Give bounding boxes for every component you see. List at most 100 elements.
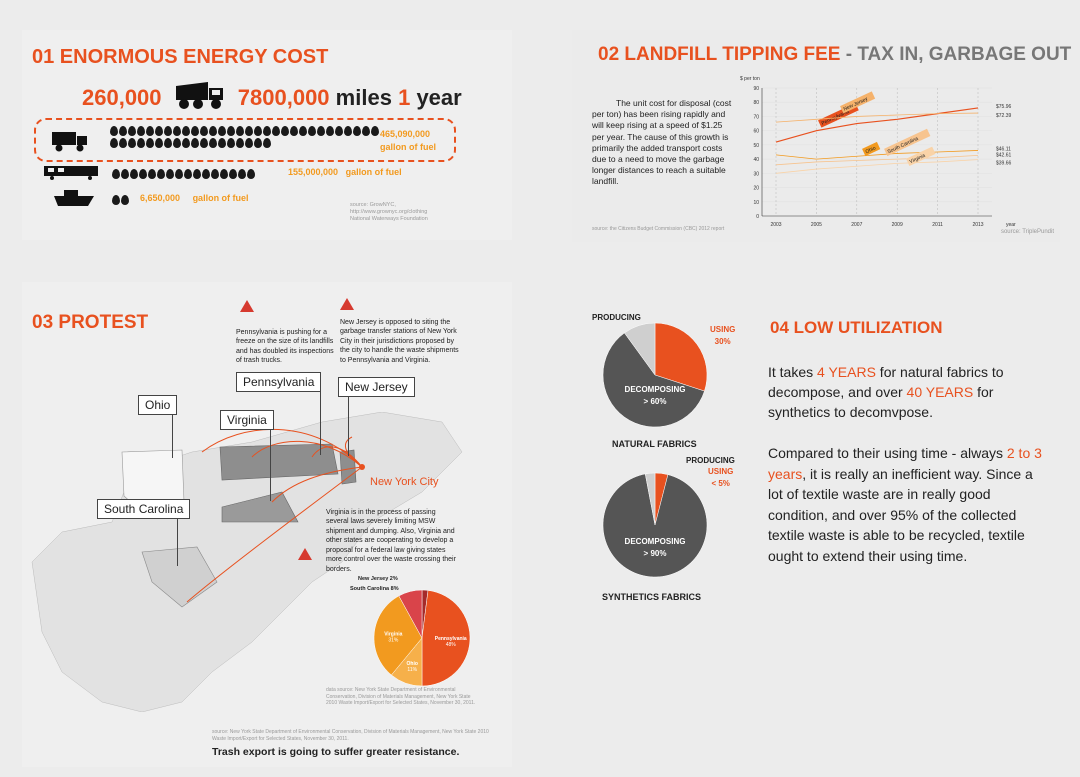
fuel-drop-icon xyxy=(236,126,244,136)
fuel-drop-icon xyxy=(155,126,163,136)
ship-icon xyxy=(54,190,94,206)
fuel-drop-icon xyxy=(121,169,129,179)
series-tag: Ohio xyxy=(862,141,881,157)
truck-count: 260,000 xyxy=(82,84,162,110)
miles-unit: miles xyxy=(335,84,392,110)
x-tick-label: 2003 xyxy=(770,222,781,228)
tipping-fee-source: source: the Citizens Budget Commission (… xyxy=(592,226,725,232)
pie-slice-label: Pennsylvania xyxy=(435,636,467,642)
ship-fuel-unit: gallon of fuel xyxy=(192,193,249,203)
pie-slice-label: Virginia xyxy=(384,631,402,637)
end-value-label: $46.11 xyxy=(996,146,1011,152)
pie-slice-label: Ohio xyxy=(407,661,418,667)
x-axis-label: year xyxy=(1006,222,1016,228)
train-fuel: 155,000,000 gallon of fuel xyxy=(288,167,402,177)
pie-slice-pct: 11% xyxy=(407,667,417,673)
x-tick-label: 2005 xyxy=(811,222,822,228)
pennsylvania-region xyxy=(219,443,339,481)
map-source: source: New York State Department of Env… xyxy=(212,729,489,742)
p1-part-c: for natural fabrics to decompose, and ov… xyxy=(768,364,1004,400)
fuel-drop-icon xyxy=(119,138,127,148)
conclusion: Trash export is going to suffer greater … xyxy=(212,746,460,758)
pie-slice-pct: 31% xyxy=(388,637,399,643)
miles-value: 7800,000 xyxy=(237,84,330,110)
label-ohio: Ohio xyxy=(138,395,178,415)
fuel-drop-icon xyxy=(353,126,361,136)
fuel-drop-icon xyxy=(229,169,237,179)
utilization-paragraph-1: It takes 4 YEARS for natural fabrics to … xyxy=(768,362,1038,422)
x-tick-label: 2011 xyxy=(932,222,943,228)
pie-slice xyxy=(421,590,471,687)
series-tag-bg xyxy=(862,141,881,157)
y-tick-label: 90 xyxy=(753,86,759,92)
truck-fuel: 465,090,000 gallon of fuel xyxy=(380,128,436,154)
natural-decomp-pct: > 60% xyxy=(643,397,667,406)
fuel-drop-icon xyxy=(184,169,192,179)
fuel-drop-icon xyxy=(164,126,172,136)
fuel-drop-icon xyxy=(128,126,136,136)
natural-fabrics-label: NATURAL FABRICS xyxy=(612,439,697,449)
natural-decomp-label: DECOMPOSING xyxy=(624,385,686,394)
fuel-drop-icon xyxy=(173,138,181,148)
virginia-region xyxy=(221,491,299,523)
pie-slice xyxy=(398,589,423,639)
synthetic-using: USING < 5% xyxy=(708,466,733,490)
pie-slice xyxy=(602,473,708,578)
year-number: 1 xyxy=(398,84,411,110)
fuel-drop-icon xyxy=(326,126,334,136)
title-main: 02 LANDFILL TIPPING FEE xyxy=(598,44,841,65)
fuel-drop-icon xyxy=(130,169,138,179)
truck-fuel-value: 465,090,000 xyxy=(380,129,431,139)
fuel-drop-icon xyxy=(263,126,271,136)
synthetic-fabrics-pie xyxy=(602,472,708,578)
fuel-drop-icon xyxy=(236,138,244,148)
fuel-drop-icon xyxy=(299,126,307,136)
fuel-drop-icon xyxy=(200,126,208,136)
fuel-drop-icon xyxy=(335,126,343,136)
note-virginia: Virginia is in the process of passing se… xyxy=(326,509,456,573)
pie-slice xyxy=(602,332,705,428)
pin-virginia xyxy=(270,429,271,501)
fuel-drop-icon xyxy=(371,126,379,136)
tipping-fee-chart: $ per ton 0 10 20 30 40 50 60 70 80 90 2003 2005 2007… xyxy=(740,76,1016,228)
fuel-drop-icon xyxy=(317,126,325,136)
panel-title: 01 ENORMOUS ENERGY COST xyxy=(32,46,329,68)
fuel-drop-icon xyxy=(218,126,226,136)
series-tag-bg xyxy=(884,128,931,157)
pie-label-nj: New Jersey 2% xyxy=(358,576,398,582)
y-tick-label: 80 xyxy=(753,100,759,106)
series-tag: Virginia xyxy=(906,146,936,167)
series-tag-label: Virginia xyxy=(909,153,927,166)
fuel-drop-icon xyxy=(173,126,181,136)
fuel-drop-icon xyxy=(146,126,154,136)
fuel-drop-icon xyxy=(362,126,370,136)
train-icon xyxy=(44,166,98,180)
fuel-drop-icon xyxy=(290,126,298,136)
fuel-drop-icon xyxy=(164,138,172,148)
label-pennsylvania: Pennsylvania xyxy=(236,372,322,392)
note-pennsylvania: Pennsylvania is pushing for a freeze on … xyxy=(236,329,334,365)
pin-ohio xyxy=(172,414,173,458)
y-tick-label: 0 xyxy=(756,214,759,220)
end-value-label: $75.96 xyxy=(996,104,1012,110)
fuel-drop-icon xyxy=(119,126,127,136)
fuel-drop-icon xyxy=(182,126,190,136)
warning-icon-va xyxy=(298,548,312,560)
natural-using-pct: 30% xyxy=(714,337,731,346)
fuel-drop-icon xyxy=(247,169,255,179)
tipping-fee-text: The unit cost for disposal (cost per ton… xyxy=(592,98,732,187)
y-tick-label: 10 xyxy=(753,200,759,206)
fuel-drop-icon xyxy=(281,126,289,136)
pie-slice xyxy=(644,472,656,526)
p2-highlight-years: 2 to 3 years xyxy=(768,445,1042,482)
east-coast-map xyxy=(31,412,463,712)
fuel-drop-icon xyxy=(272,126,280,136)
pie-slice xyxy=(654,322,708,392)
synthetic-fabrics-label: SYNTHETICS FABRICS xyxy=(602,592,702,602)
fuel-drop-icon xyxy=(110,126,118,136)
dump-truck-icon xyxy=(174,82,226,116)
train-fuel-unit: gallon of fuel xyxy=(345,167,402,177)
fuel-drop-icon xyxy=(137,126,145,136)
y-tick-label: 40 xyxy=(753,157,759,163)
